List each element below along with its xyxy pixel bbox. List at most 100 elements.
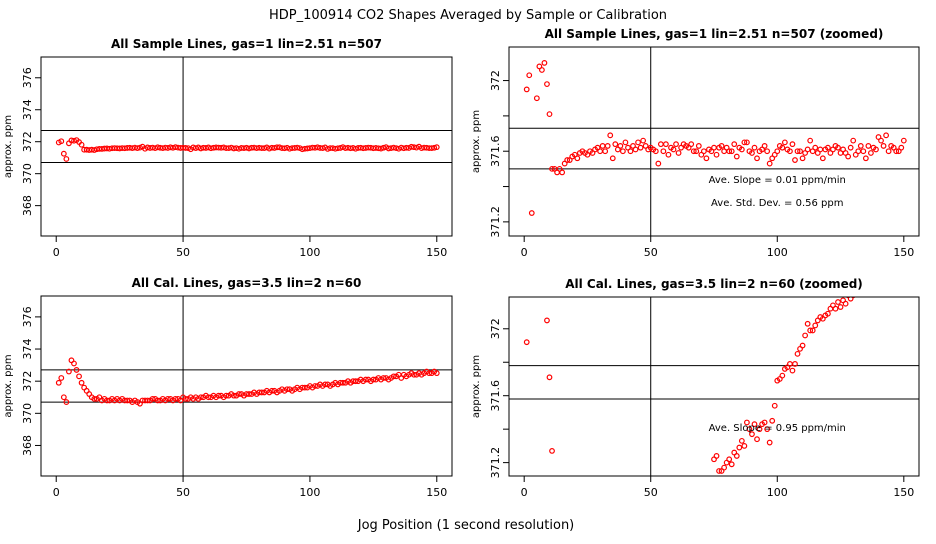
x-tick-label: 100	[767, 246, 788, 259]
data-point	[764, 148, 771, 155]
data-point	[559, 169, 566, 176]
data-point	[665, 151, 672, 158]
x-tick-label: 100	[299, 486, 320, 499]
y-tick-label: 371.2	[489, 447, 502, 479]
x-tick-label: 0	[521, 486, 528, 499]
data-point	[688, 141, 695, 148]
data-point	[860, 148, 867, 155]
data-point	[91, 395, 98, 402]
y-axis-label: approx. ppm	[3, 354, 14, 417]
data-point	[619, 148, 626, 155]
x-tick-label: 50	[644, 246, 658, 259]
data-point	[78, 141, 85, 148]
panel-2: All Sample Lines, gas=1 lin=2.51 n=507 (…	[471, 27, 920, 259]
data-point	[533, 95, 540, 102]
panel-1: All Sample Lines, gas=1 lin=2.51 n=507 0 5…	[3, 37, 453, 259]
data-point	[428, 145, 435, 151]
data-point	[124, 397, 131, 404]
data-point	[733, 453, 740, 459]
data-point	[549, 448, 555, 454]
data-point	[835, 299, 841, 305]
y-tick-label: 374	[21, 99, 34, 120]
data-point	[726, 148, 733, 155]
data-point	[857, 143, 864, 149]
data-point	[756, 426, 763, 433]
data-point	[789, 141, 796, 148]
data-point	[812, 144, 819, 151]
data-point	[787, 148, 793, 155]
data-point	[411, 371, 417, 378]
data-point	[751, 144, 758, 151]
y-tick-label: 376	[21, 67, 34, 88]
data-point	[771, 402, 778, 409]
data-points	[55, 357, 440, 407]
data-point	[378, 145, 384, 152]
data-point	[544, 81, 550, 87]
data-point	[541, 59, 548, 66]
data-point	[635, 139, 641, 146]
data-point	[66, 368, 72, 375]
data-point	[294, 144, 301, 151]
data-point	[182, 395, 189, 402]
data-point	[779, 144, 786, 151]
data-point	[403, 144, 410, 151]
data-point	[802, 332, 809, 339]
data-point	[670, 146, 677, 153]
y-tick-label: 371.6	[489, 135, 502, 167]
data-point	[781, 139, 788, 146]
y-axis-label: approx. ppm	[3, 115, 14, 178]
x-tick-label: 150	[893, 486, 914, 499]
data-point	[885, 148, 892, 155]
data-point	[761, 419, 768, 426]
data-point	[352, 145, 359, 152]
data-point	[544, 317, 550, 324]
data-point	[627, 148, 634, 155]
data-point	[873, 146, 879, 153]
data-point	[433, 370, 440, 377]
data-point	[807, 137, 814, 144]
data-point	[574, 155, 581, 162]
data-point	[205, 394, 212, 401]
data-point	[197, 394, 204, 401]
y-tick-label: 368	[21, 195, 34, 216]
data-point	[883, 132, 889, 139]
data-point	[675, 150, 682, 156]
x-tick-label: 50	[176, 486, 190, 499]
data-point	[728, 461, 735, 468]
data-point	[847, 297, 854, 302]
data-point	[741, 442, 748, 449]
data-point	[898, 144, 905, 151]
data-point	[807, 327, 814, 334]
data-point	[794, 148, 801, 155]
data-point	[164, 395, 171, 402]
annotation: Ave. Std. Dev. = 0.56 ppm	[711, 198, 843, 209]
data-point	[751, 421, 758, 428]
data-point	[380, 375, 387, 381]
data-point	[663, 141, 669, 148]
data-point	[693, 148, 700, 155]
data-point	[769, 417, 776, 424]
data-point	[431, 144, 438, 151]
x-tick-label: 100	[767, 486, 788, 499]
data-point	[731, 141, 738, 148]
data-points	[55, 137, 440, 162]
x-tick-label: 150	[893, 246, 914, 259]
annotation: Ave. Slope = 0.95 ppm/min	[709, 423, 846, 434]
y-tick-label: 368	[21, 435, 34, 456]
data-point	[612, 141, 619, 148]
data-point	[716, 468, 722, 474]
data-point	[258, 389, 265, 396]
data-point	[718, 143, 725, 149]
data-point	[78, 379, 85, 386]
data-point	[546, 374, 553, 381]
data-point	[322, 381, 329, 388]
panel-3: All Cal. Lines, gas=3.5 lin=2 n=60 0 50 100…	[3, 276, 453, 499]
data-point	[284, 386, 290, 393]
data-point	[749, 431, 755, 438]
y-axis-label: approx. ppm	[471, 355, 482, 418]
panel-title: All Sample Lines, gas=1 lin=2.51 n=507	[111, 37, 382, 51]
x-axis-label: Jog Position (1 second resolution)	[357, 518, 575, 533]
plot-frame	[40, 295, 453, 477]
